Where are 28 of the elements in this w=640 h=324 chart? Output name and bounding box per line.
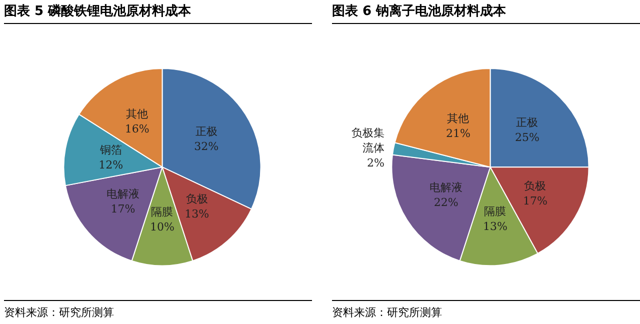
slice-label: 电解液 xyxy=(430,181,463,194)
chart-title: 图表 5 磷酸铁锂电池原材料成本 xyxy=(4,2,312,24)
data-label: 2% xyxy=(367,156,385,170)
slice-label: 电解液 xyxy=(106,188,140,201)
data-label: 21% xyxy=(446,126,470,140)
slice-label: 负极集流体 xyxy=(352,126,385,154)
data-label: 32% xyxy=(194,140,219,154)
data-label: 17% xyxy=(110,202,136,216)
text: 资料来源：研究所测算 xyxy=(4,300,312,320)
slice-label: 隔膜 xyxy=(151,205,174,218)
data-label: 25% xyxy=(514,131,540,144)
data-label: 16% xyxy=(124,122,150,136)
slice-label: 铜箔 xyxy=(98,143,122,156)
slice-label: 正极 xyxy=(195,125,218,138)
text: 资料来源：研究所测算 xyxy=(332,300,640,320)
slice-label: 隔膜 xyxy=(484,205,506,218)
slice-label: 其他 xyxy=(126,107,148,120)
slice-label: 负极 xyxy=(524,180,546,193)
data-label: 22% xyxy=(434,196,458,210)
data-label: 13% xyxy=(482,220,508,234)
slice-label: 其他 xyxy=(447,112,470,125)
slice-label: 负极 xyxy=(186,192,208,206)
data-label: 17% xyxy=(523,194,548,208)
data-label: 12% xyxy=(98,158,124,172)
data-label: 13% xyxy=(184,207,210,220)
chart-title: 图表 6 钠离子电池原材料成本 xyxy=(332,2,640,24)
data-label: 10% xyxy=(150,220,174,234)
slice-label: 正极 xyxy=(516,116,538,130)
